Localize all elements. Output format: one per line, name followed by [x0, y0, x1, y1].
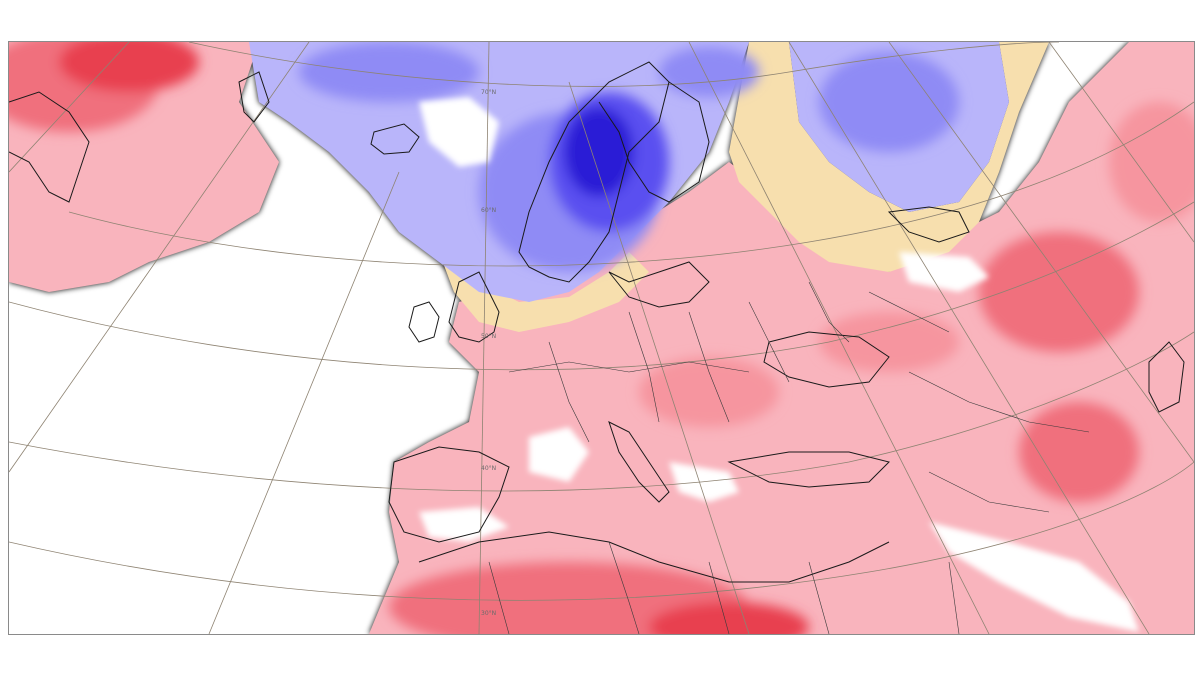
- country-borders: [488, 281, 1090, 634]
- near-zero-areas: [419, 97, 1139, 632]
- lat-label-40: 40°N: [481, 465, 496, 472]
- negative-anomaly-cores: [299, 42, 959, 272]
- anomaly-map: 70°N 60°N 50°N 40°N 30°N: [9, 42, 1194, 634]
- coastlines: [9, 61, 1185, 583]
- lat-label-60: 60°N: [481, 207, 496, 214]
- graticule: [9, 42, 1194, 634]
- latitude-labels: 70°N 60°N 50°N 40°N 30°N: [481, 89, 496, 617]
- map-frame: 70°N 60°N 50°N 40°N 30°N: [8, 41, 1195, 635]
- lat-label-50: 50°N: [481, 333, 496, 340]
- lat-label-70: 70°N: [481, 89, 496, 96]
- lat-label-30: 30°N: [481, 610, 496, 617]
